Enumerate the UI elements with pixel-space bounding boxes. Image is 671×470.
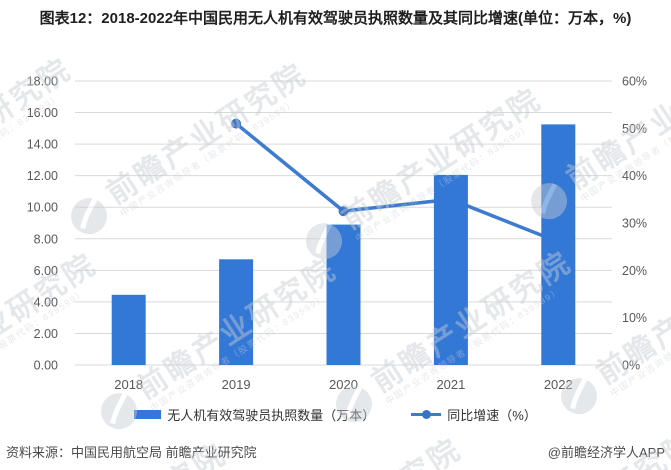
bar-2018 [111,294,146,365]
right-axis-tick: 10% [622,311,647,325]
legend-label-licenses: 无人机有效驾驶员执照数量（万本） [167,408,376,423]
chart-title: 图表12：2018-2022年中国民用无人机有效驾驶员执照数量及其同比增速(单位… [39,10,632,27]
x-axis-label: 2022 [544,377,573,392]
left-axis-tick: 14.00 [27,138,58,152]
left-axis-tick: 6.00 [34,264,58,278]
combo-chart: 0.00 2.00 4.00 6.00 8.00 10.00 12.00 14.00 16.00… [27,75,647,393]
left-axis-tick: 12.00 [27,169,58,183]
x-axis-label: 2019 [222,377,251,392]
right-axis-tick: 40% [622,169,647,183]
legend-label-growth: 同比增速（%） [447,408,537,423]
legend: 无人机有效驾驶员执照数量（万本） 同比增速（%） [0,405,671,424]
growth-marker [338,206,349,217]
bar-2022 [541,124,576,365]
right-axis-tick: 60% [622,75,647,89]
left-axis-tick: 16.00 [27,106,58,120]
growth-marker [231,118,242,129]
bar-2021 [433,174,468,365]
credit-note: @前瞻经济学人APP [547,445,665,460]
left-axis-tick: 2.00 [34,327,58,341]
bar-2019 [219,259,254,365]
legend-item-licenses: 无人机有效驾驶员执照数量（万本） [134,405,375,424]
source-note: 资料来源：中国民用航空局 前瞻产业研究院 [6,445,257,460]
left-axis-tick: 4.00 [34,295,58,309]
right-axis-tick: 20% [622,264,647,278]
left-axis-tick: 0.00 [34,359,58,373]
x-axis-label: 2021 [436,377,465,392]
left-axis-tick: 8.00 [34,232,58,246]
line-series-swatch [411,410,442,419]
growth-line [234,122,559,244]
x-axis-label: 2018 [114,377,143,392]
right-axis-tick: 50% [622,122,647,136]
left-axis-tick: 10.00 [27,201,58,215]
right-axis-tick: 30% [622,217,647,231]
x-axis-label: 2020 [329,377,358,392]
right-axis-tick: 0% [622,359,640,373]
legend-item-growth: 同比增速（%） [411,405,537,424]
bar-series-swatch [134,410,162,419]
bar-2020 [326,224,361,365]
line-marker-swatch [422,410,432,419]
footer: 资料来源：中国民用航空局 前瞻产业研究院 @前瞻经济学人APP [6,442,665,461]
left-axis-tick: 18.00 [27,75,58,89]
